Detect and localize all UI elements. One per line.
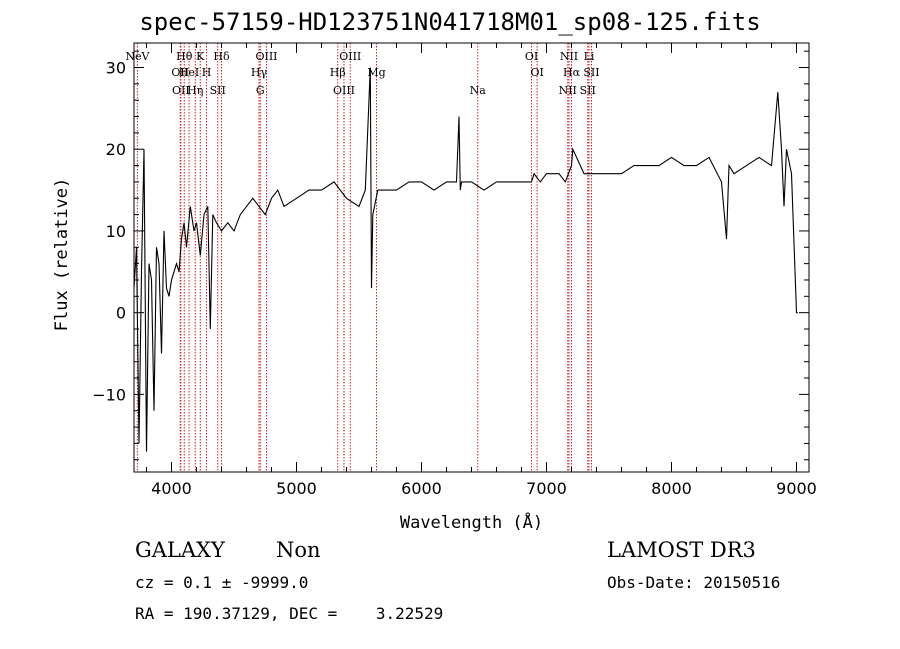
emission-line-label: NII [560, 50, 578, 63]
emission-line-label: Hδ [213, 50, 230, 63]
y-tick-label: −10 [92, 385, 126, 404]
emission-line-label: Mg [367, 66, 385, 79]
emission-line-label: G [256, 84, 265, 97]
emission-line-label: OII [171, 66, 189, 79]
emission-line-label: K [196, 50, 205, 63]
emission-line-label: Hα [563, 66, 581, 79]
x-tick-label: 4000 [151, 479, 192, 498]
emission-lines-layer [136, 43, 592, 472]
y-tick-label: 30 [106, 59, 126, 78]
emission-line-label: Hη [187, 84, 203, 97]
emission-line-label: OIII [333, 84, 355, 97]
axis-ticks-layer: 4000 5000 6000 7000 8000 9000 −10 0 10 20 30 [92, 43, 817, 498]
emission-line-label: OI [525, 50, 538, 63]
x-tick-label: 6000 [401, 479, 442, 498]
emission-line-label: Li [584, 50, 595, 63]
emission-line-label: SII [210, 84, 226, 97]
redshift-value: cz = 0.1 ± -9999.0 [135, 573, 309, 592]
chart-title: spec-57159-HD123751N041718M01_sp08-125.f… [139, 8, 761, 36]
emission-line-label: NeV [125, 50, 150, 63]
y-tick-label: 0 [116, 304, 126, 323]
emission-line-label: SII [580, 84, 596, 97]
survey-label: LAMOST DR3 [607, 538, 756, 562]
x-tick-label: 5000 [276, 479, 317, 498]
plot-frame [133, 42, 810, 473]
emission-line-label: OIII [339, 50, 361, 63]
y-tick-label: 10 [106, 222, 126, 241]
emission-line-label: Hθ [176, 50, 193, 63]
x-tick-label: 9000 [776, 479, 817, 498]
emission-line-label: HeI [179, 66, 199, 79]
emission-line-label: OII [172, 84, 190, 97]
x-tick-label: 8000 [651, 479, 692, 498]
emission-line-label: Na [470, 84, 487, 97]
x-tick-label: 7000 [526, 479, 567, 498]
emission-line-label: H [202, 66, 212, 79]
subclass-label: Non [276, 538, 321, 562]
x-axis-title: Wavelength (Å) [400, 511, 543, 533]
emission-line-label: SII [583, 66, 599, 79]
emission-line-label: Hβ [330, 66, 346, 79]
emission-line-label: Hγ [251, 66, 268, 79]
emission-line-label: NII [559, 84, 577, 97]
emission-line-label: OI [530, 66, 543, 79]
spectrum-series-line [133, 67, 798, 452]
obs-date: Obs-Date: 20150516 [607, 573, 781, 592]
y-axis-title: Flux (relative) [52, 178, 72, 332]
emission-labels-layer: NeV OII OII Hθ HeI Hη KH SII Hδ Hγ G OIII Hβ OIII OIII… [125, 50, 599, 97]
emission-line-label: OIII [255, 50, 277, 63]
classification-label: GALAXY [135, 538, 225, 562]
y-tick-label: 20 [106, 140, 126, 159]
coordinates: RA = 190.37129, DEC = 3.22529 [135, 604, 444, 623]
